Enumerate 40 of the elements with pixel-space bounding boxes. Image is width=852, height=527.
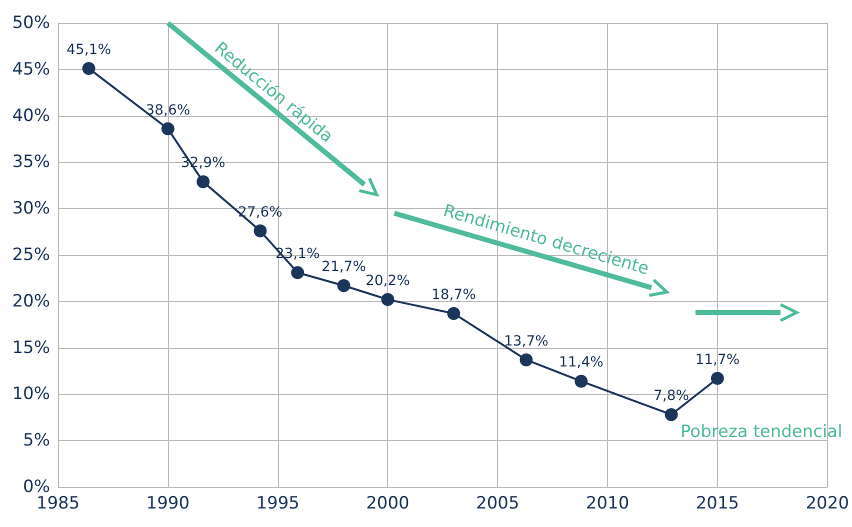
point (664, 408, 678, 422)
point (381, 293, 394, 306)
x-tick-label: 2015 (696, 494, 740, 514)
y-tick-label: 5% (23, 430, 50, 451)
y-tick-label: 35% (12, 152, 50, 172)
point (291, 266, 304, 280)
data-label: 45,1% (66, 42, 112, 58)
data-label: 38,6% (146, 102, 190, 118)
point (710, 372, 724, 385)
point (161, 122, 174, 136)
data-label: 20,2% (365, 273, 410, 290)
point (337, 279, 350, 292)
y-tick-label: 15% (12, 338, 50, 358)
data-label: 21,7% (322, 259, 366, 276)
data-label: 27,6% (238, 204, 282, 220)
x-tick-label: 2010 (586, 494, 630, 514)
point (447, 306, 460, 320)
y-tick-label: 30% (12, 198, 50, 219)
annotation: Pobreza tendencial (680, 422, 842, 442)
point (82, 62, 96, 75)
point (574, 374, 588, 388)
point (254, 224, 267, 238)
x-tick-label: 2005 (476, 494, 520, 514)
y-tick-label: 50% (12, 13, 50, 33)
y-tick-label: 20% (12, 291, 50, 312)
y-tick-label: 40% (12, 106, 50, 126)
data-label: 11,7% (695, 352, 740, 368)
x-tick-label: 1990 (146, 494, 190, 514)
x-tick-label: 1995 (256, 494, 300, 514)
data-label: 11,4% (558, 354, 604, 371)
point (196, 175, 210, 188)
data-label: 7,8% (654, 388, 690, 404)
data-label: 13,7% (504, 333, 548, 350)
x-tick-label: 2020 (806, 494, 849, 514)
y-tick-label: 10% (12, 384, 50, 404)
y-tick-label: 45% (12, 59, 50, 80)
x-tick-label: 2000 (366, 494, 410, 514)
data-label: 18,7% (431, 286, 476, 303)
point (520, 353, 533, 366)
y-tick-label: 25% (12, 245, 50, 265)
